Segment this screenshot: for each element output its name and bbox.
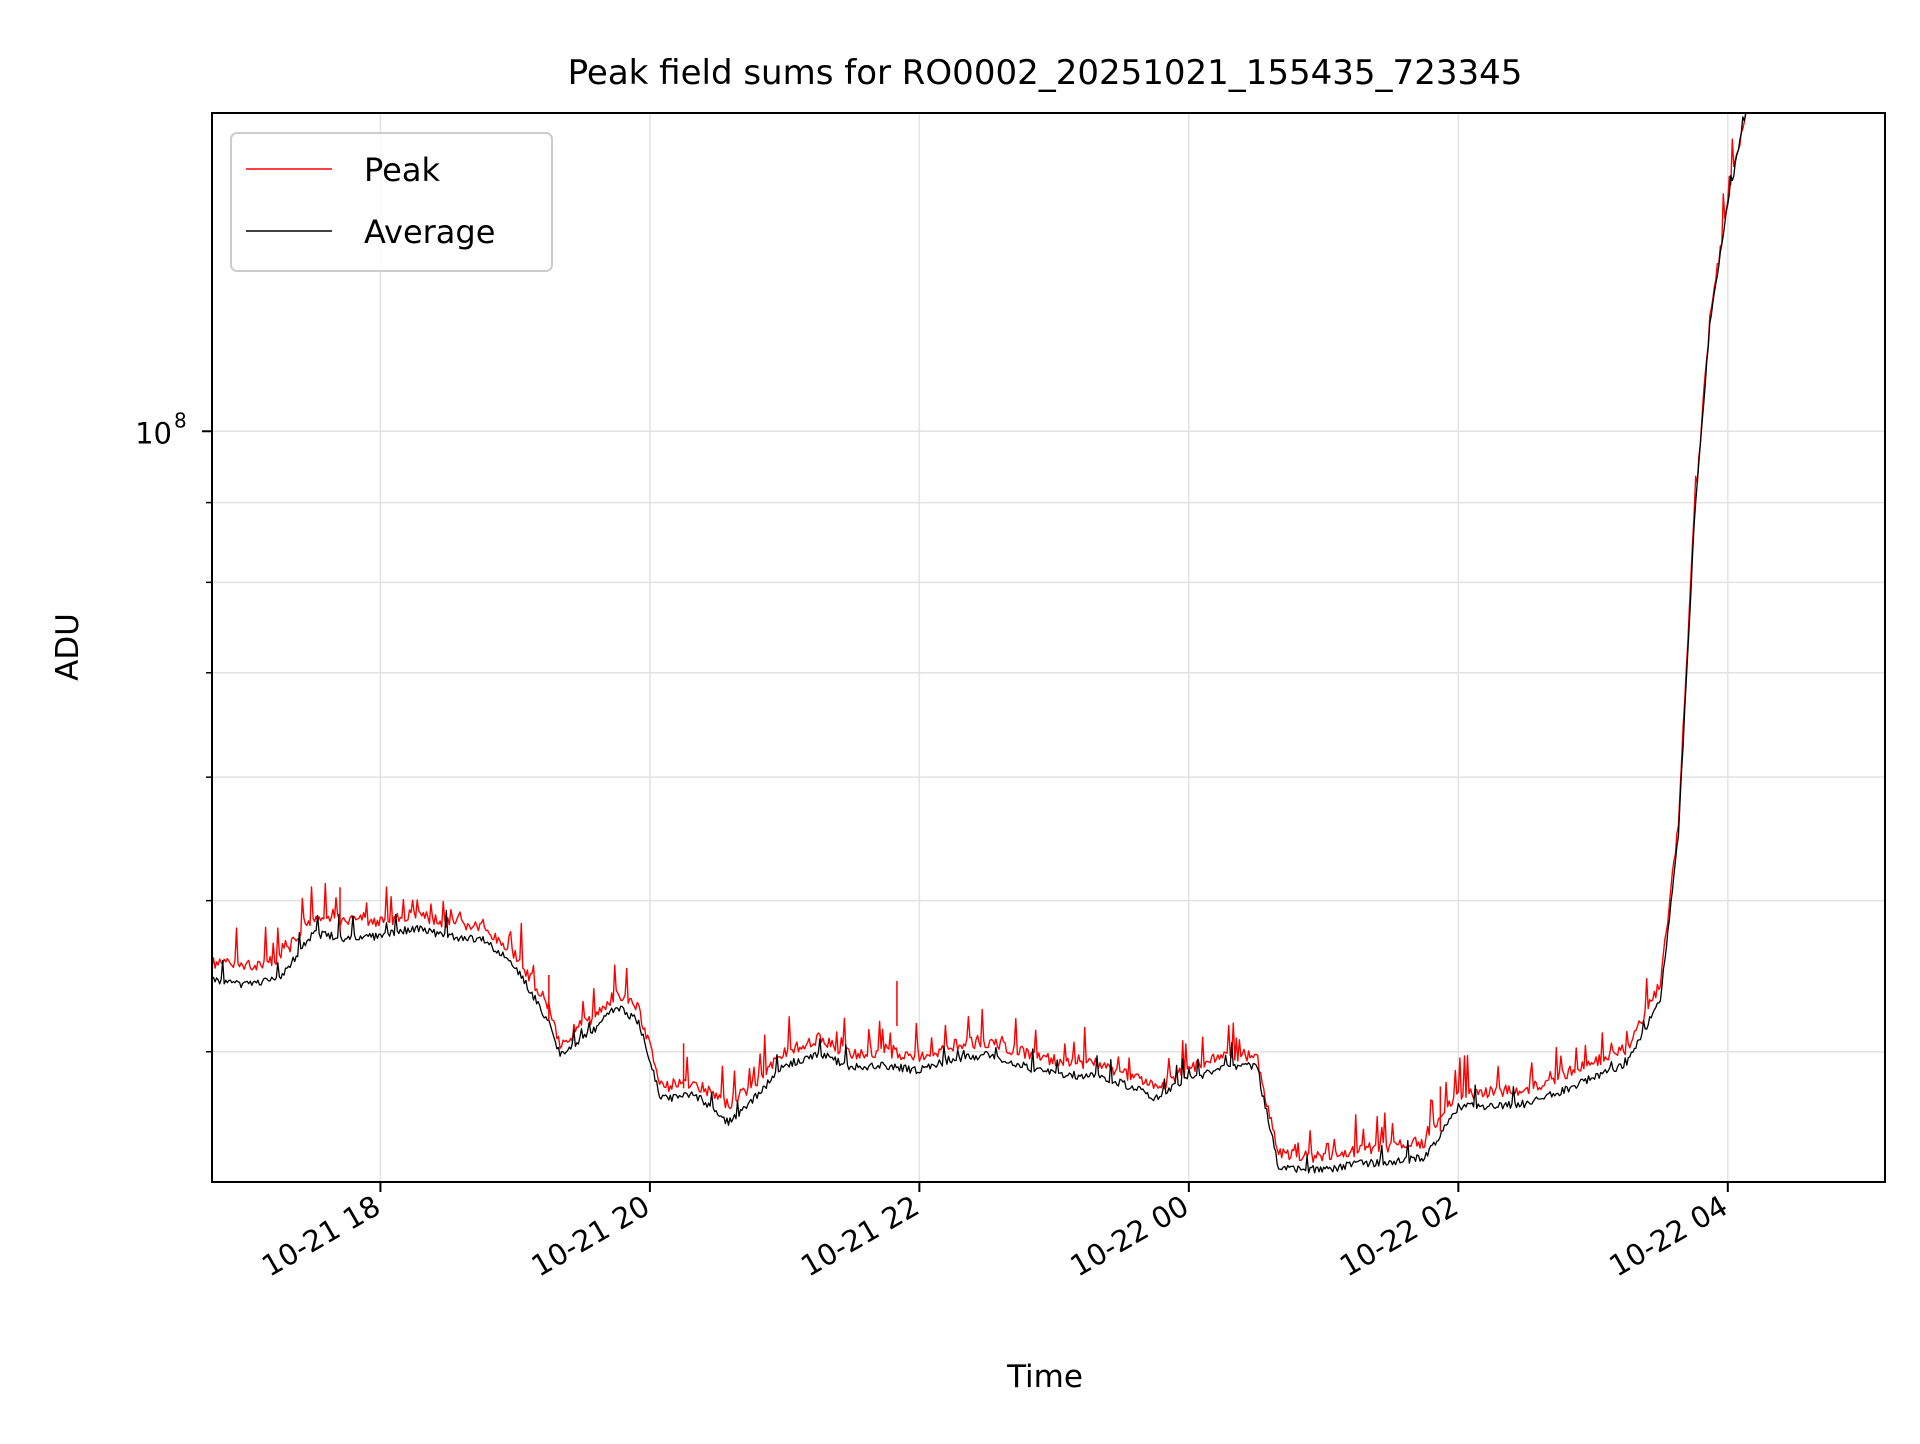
- legend-label-average: Average: [364, 213, 495, 251]
- legend: Peak Average: [230, 132, 553, 272]
- series-group: [211, 112, 1747, 1174]
- y-tick-exponent: 8: [174, 408, 187, 432]
- series-line-average: [212, 112, 1747, 1174]
- grid: [212, 113, 1885, 1182]
- chart-title: Peak field sums for RO0002_20251021_1554…: [568, 53, 1523, 93]
- series-line-peak: [211, 112, 1747, 1163]
- legend-label-peak: Peak: [364, 151, 440, 189]
- plot-frame: [211, 112, 1886, 1183]
- x-axis-label: Time: [1006, 1359, 1083, 1395]
- y-tick-label: 10: [135, 416, 172, 450]
- legend-box: [230, 132, 553, 272]
- y-axis-label: ADU: [50, 613, 86, 681]
